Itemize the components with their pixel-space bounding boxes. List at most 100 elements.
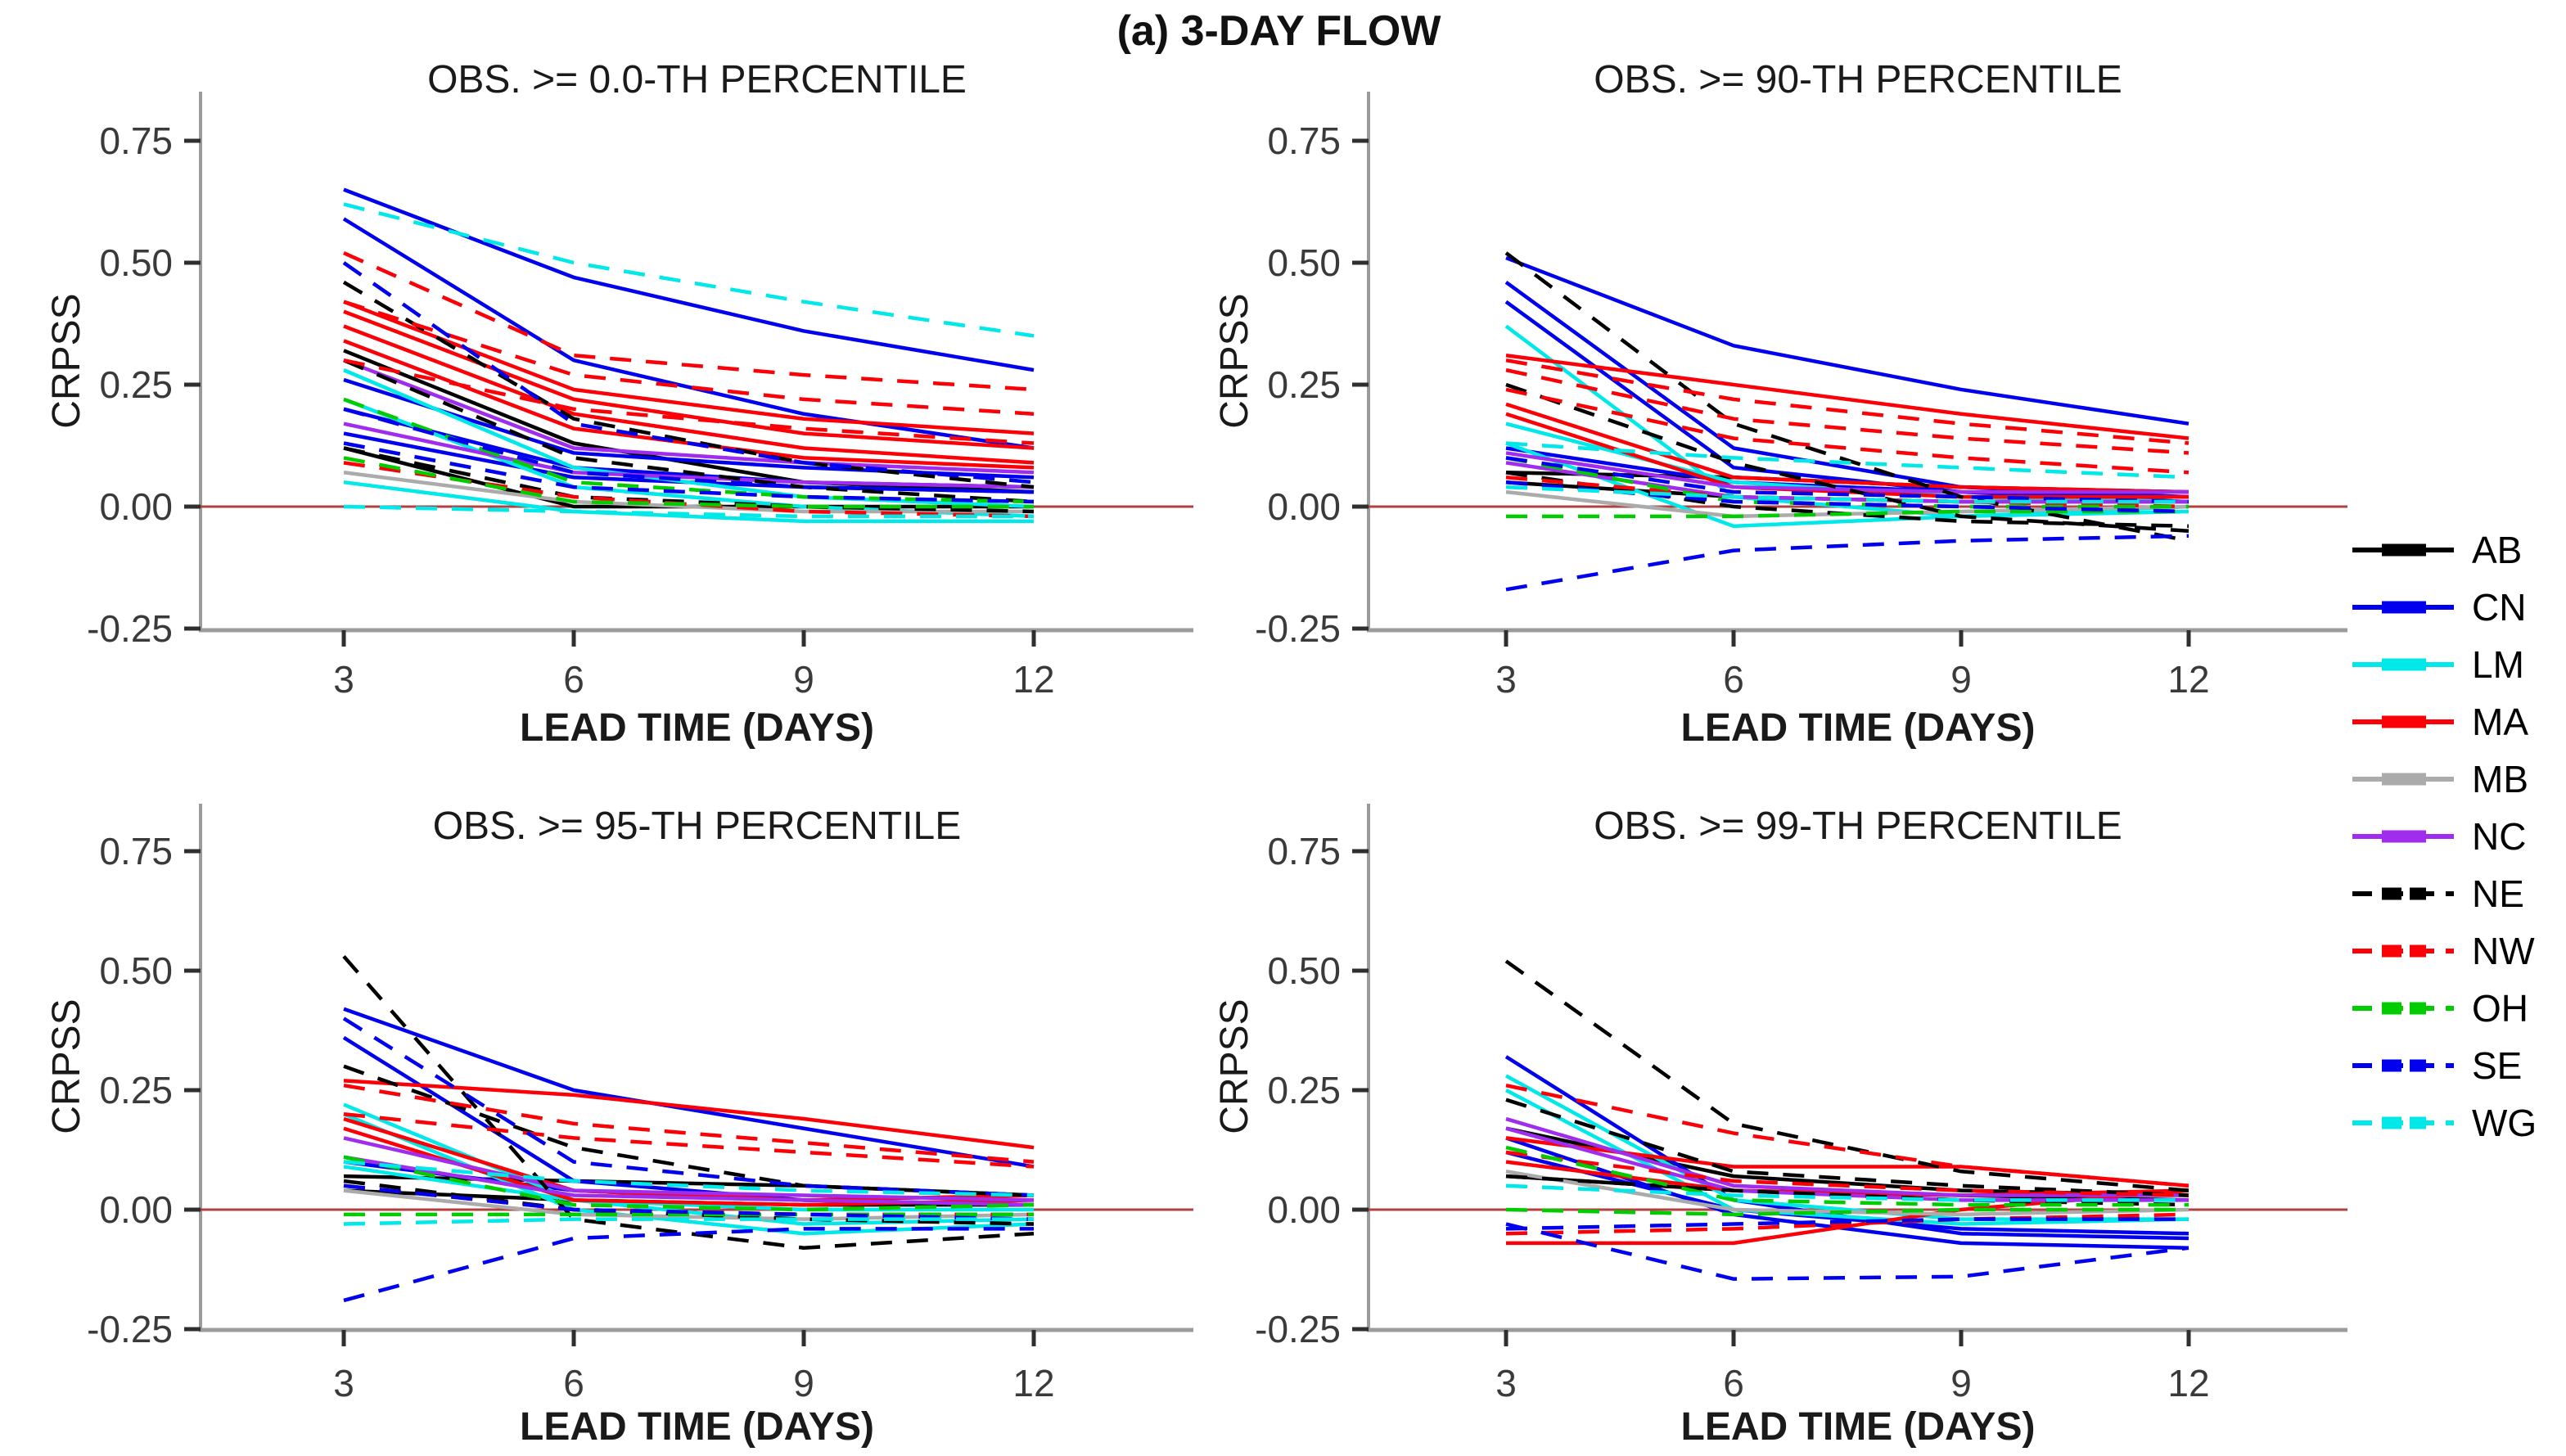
series-line-MA xyxy=(1505,402,2189,494)
series-line-NE xyxy=(1505,382,2189,534)
series-line-SE xyxy=(1505,534,2189,592)
series-line-SE xyxy=(342,1016,1035,1197)
series-line-NW xyxy=(343,300,1035,417)
legend-item-MA: MA xyxy=(2351,693,2564,751)
y-tick-label: -0.25 xyxy=(87,1308,173,1350)
panel-title-90th-percentile: OBS. >= 90-TH PERCENTILE xyxy=(1594,58,2122,101)
series-line-LM xyxy=(1505,441,2189,529)
legend-line-sample-OH xyxy=(2352,1002,2454,1015)
legend-line-sample-WG xyxy=(2352,1116,2454,1129)
legend-line-sample-CN xyxy=(2352,601,2454,614)
series-line-CN xyxy=(343,1007,1035,1169)
series-line-NE xyxy=(1505,1098,2189,1197)
series-line-SE xyxy=(1505,456,2189,504)
y-tick-label: -0.25 xyxy=(87,607,173,650)
series-line-SE xyxy=(1505,1222,2189,1281)
y-tick-label: 0.00 xyxy=(1267,485,1341,528)
series-line-LM xyxy=(1504,1074,2189,1221)
series-line-WG xyxy=(1505,485,2189,504)
legend-line-sample-SE xyxy=(2352,1059,2454,1072)
x-tick-label: 6 xyxy=(563,658,584,701)
series-line-OH xyxy=(1505,1145,2189,1207)
y-tick-label: 0.50 xyxy=(1267,241,1341,284)
series-line-CN xyxy=(1505,255,2189,426)
series-line-MA xyxy=(343,1079,1035,1150)
x-tick-label: 12 xyxy=(1012,1362,1054,1404)
y-tick-label: 0.50 xyxy=(1267,949,1341,992)
legend-line-sample-AB xyxy=(2352,543,2454,557)
legend-line-sample-NW xyxy=(2352,944,2454,958)
series-line-NE xyxy=(1505,1174,2189,1207)
x-axis-label: LEAD TIME (DAYS) xyxy=(1680,706,2036,750)
y-axis-label: CRPSS xyxy=(45,998,88,1134)
y-axis-label: CRPSS xyxy=(1213,293,1256,429)
y-axis-label: CRPSS xyxy=(1213,998,1256,1134)
series-line-MA xyxy=(343,324,1035,465)
legend-label-MB: MB xyxy=(2472,758,2528,800)
y-tick-label: 0.25 xyxy=(99,363,173,406)
legend-item-OH: OH xyxy=(2351,980,2564,1037)
series-line-CN xyxy=(342,217,1035,450)
legend-item-NC: NC xyxy=(2351,808,2564,865)
panel-3: 0.75 0.50 0.25 0.00 -0.25 3 6 9 12 xyxy=(1255,804,2347,1404)
series-line-NC xyxy=(343,421,1035,489)
series-line-SE xyxy=(343,1183,1035,1221)
legend-line-sample-MA xyxy=(2352,715,2454,728)
y-tick-label: 0.50 xyxy=(99,949,173,992)
y-tick-label: 0.50 xyxy=(99,241,173,284)
legend-item-LM: LM xyxy=(2351,636,2564,693)
panel-1: 0.75 0.50 0.25 0.00 -0.25 3 6 9 12 xyxy=(1255,92,2347,701)
x-tick-label: 6 xyxy=(1723,658,1744,701)
series-line-LM xyxy=(1504,324,2189,519)
series-line-NW xyxy=(1505,358,2189,445)
series-line-OH xyxy=(1505,456,2189,509)
series-line-CN xyxy=(1505,1150,2189,1236)
x-tick-label: 12 xyxy=(2167,1362,2209,1404)
series-line-OH xyxy=(343,456,1034,509)
series-line-OH xyxy=(1506,509,2189,519)
x-tick-label: 9 xyxy=(1950,658,1972,701)
legend-item-MB: MB xyxy=(2351,751,2564,808)
series-line-MB xyxy=(343,471,1034,514)
series-line-WG xyxy=(1505,1183,2189,1202)
x-axis-label: LEAD TIME (DAYS) xyxy=(520,706,874,750)
series-line-LM xyxy=(343,368,1035,509)
x-tick-label: 3 xyxy=(1495,1362,1517,1404)
y-tick-label: 0.75 xyxy=(1267,830,1341,872)
panel-title-0th-percentile: OBS. >= 0.0-TH PERCENTILE xyxy=(427,58,967,101)
series-line-WG xyxy=(343,202,1035,338)
series-line-SE xyxy=(342,261,1035,485)
legend-line-sample-NE xyxy=(2352,887,2454,900)
panel-title-99th-percentile: OBS. >= 99-TH PERCENTILE xyxy=(1594,805,2122,848)
series-line-AB xyxy=(343,349,1035,494)
x-tick-label: 12 xyxy=(2167,658,2209,701)
legend-line-sample-MB xyxy=(2352,773,2454,786)
legend-item-CN: CN xyxy=(2351,579,2564,636)
series-line-MA xyxy=(1505,1160,2189,1197)
series-line-WG xyxy=(343,1160,1035,1197)
y-tick-label: 0.00 xyxy=(1267,1188,1341,1231)
series-line-NE xyxy=(1504,251,2189,543)
y-tick-label: -0.25 xyxy=(1255,1308,1341,1350)
x-tick-label: 6 xyxy=(563,1362,584,1404)
legend-label-AB: AB xyxy=(2472,529,2523,571)
y-tick-label: 0.25 xyxy=(99,1069,173,1111)
series-line-LM xyxy=(343,480,1034,524)
series-line-NE xyxy=(343,446,1035,514)
series-line-NW xyxy=(1505,1150,2189,1197)
x-tick-label: 3 xyxy=(1495,658,1517,701)
series-line-NE xyxy=(1504,959,2189,1192)
panel-2: 0.75 0.50 0.25 0.00 -0.25 3 6 9 12 xyxy=(87,804,1193,1404)
panel-title-95th-percentile: OBS. >= 95-TH PERCENTILE xyxy=(432,805,962,848)
series-line-NC xyxy=(343,1136,1035,1202)
series-line-NE xyxy=(343,358,1035,504)
series-line-SE xyxy=(343,1227,1034,1303)
legend-item-NE: NE xyxy=(2351,865,2564,922)
series-line-LM xyxy=(1504,1089,2189,1226)
series-line-NC xyxy=(343,358,1035,475)
series-line-NW xyxy=(1505,367,2189,455)
legend-item-WG: WG xyxy=(2351,1094,2564,1152)
panel-0: 0.75 0.50 0.25 0.00 -0.25 3 6 9 12 xyxy=(87,92,1193,701)
x-axis-label: LEAD TIME (DAYS) xyxy=(1680,1405,2036,1449)
